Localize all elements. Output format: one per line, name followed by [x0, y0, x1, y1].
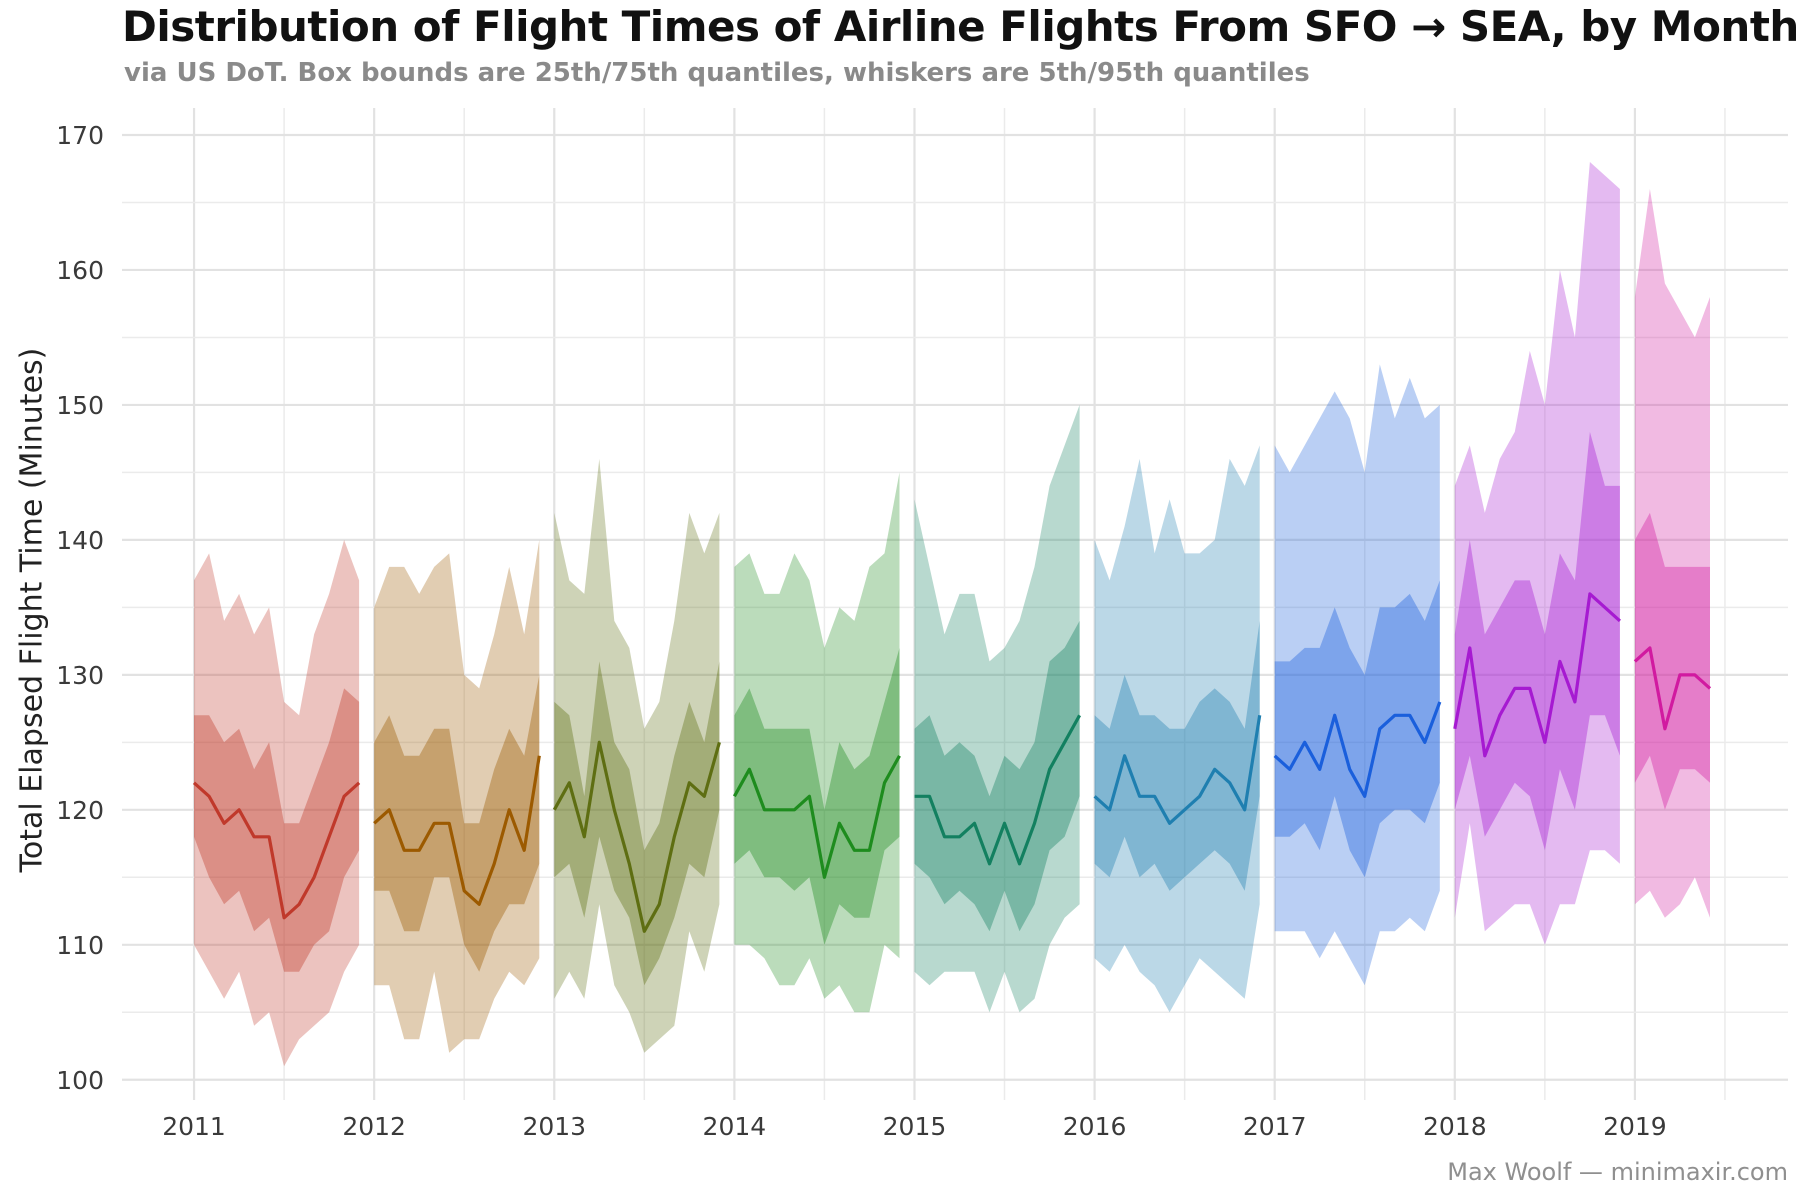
median-line-2014: [733, 755, 901, 879]
median-line-2016: [1093, 715, 1262, 825]
chart-subtitle: via US DoT. Box bounds are 25th/75th qua…: [124, 58, 1310, 88]
x-tick-label: 2015: [883, 1112, 947, 1141]
y-tick-label: 110: [56, 931, 104, 960]
band-box-2018: [1454, 431, 1620, 851]
y-tick-label: 160: [56, 256, 104, 285]
band-whisker-2017: [1274, 364, 1440, 986]
x-tick-label: 2019: [1603, 1112, 1667, 1141]
median-line-2011: [192, 781, 361, 920]
chart-title: Distribution of Flight Times of Airline …: [122, 2, 1799, 51]
median-line-2019: [1633, 646, 1712, 731]
band-box-2017: [1274, 580, 1440, 878]
x-tick-label: 2016: [1063, 1112, 1127, 1141]
median-line-2018: [1453, 592, 1621, 758]
chart-caption: Max Woolf — minimaxir.com: [1447, 1158, 1788, 1186]
x-tick-label: 2012: [342, 1112, 406, 1141]
band-whisker-2018: [1454, 162, 1620, 945]
band-whisker-2015: [914, 404, 1080, 1013]
x-tick-label: 2011: [162, 1112, 226, 1141]
band-whisker-2014: [734, 472, 900, 1013]
y-tick-label: 130: [56, 661, 104, 690]
band-whisker-2012: [374, 539, 540, 1053]
median-line-2013: [552, 740, 721, 933]
band-whisker-2019: [1634, 189, 1710, 918]
band-whisker-2011: [194, 539, 360, 1067]
x-tick-label: 2013: [522, 1112, 586, 1141]
median-line-2015: [914, 714, 1081, 866]
y-tick-label: 170: [56, 121, 104, 150]
y-tick-label: 120: [56, 796, 104, 825]
band-box-2011: [194, 688, 360, 972]
y-tick-label: 150: [56, 391, 104, 420]
y-tick-label: 140: [56, 526, 104, 555]
x-tick-label: 2017: [1243, 1112, 1307, 1141]
band-box-2016: [1094, 620, 1260, 891]
band-box-2013: [554, 661, 720, 986]
median-line-2012: [373, 755, 541, 906]
band-box-2019: [1634, 512, 1710, 810]
band-whisker-2013: [554, 458, 720, 1053]
band-whisker-2016: [1094, 445, 1260, 1013]
grid-lines: [122, 108, 1788, 1100]
x-tick-label: 2014: [703, 1112, 767, 1141]
x-tick-label: 2018: [1423, 1112, 1487, 1141]
band-box-2012: [374, 674, 540, 972]
axis-ticks: 2011 2012 2013 2014 2015 2016 2017 2018 2019 100 1…: [56, 121, 1666, 1141]
band-box-2014: [734, 647, 900, 945]
median-lines: [192, 592, 1712, 933]
distribution-bands: [194, 162, 1710, 1067]
y-tick-label: 100: [56, 1066, 104, 1095]
band-box-2015: [914, 620, 1080, 932]
median-line-2017: [1273, 701, 1442, 798]
